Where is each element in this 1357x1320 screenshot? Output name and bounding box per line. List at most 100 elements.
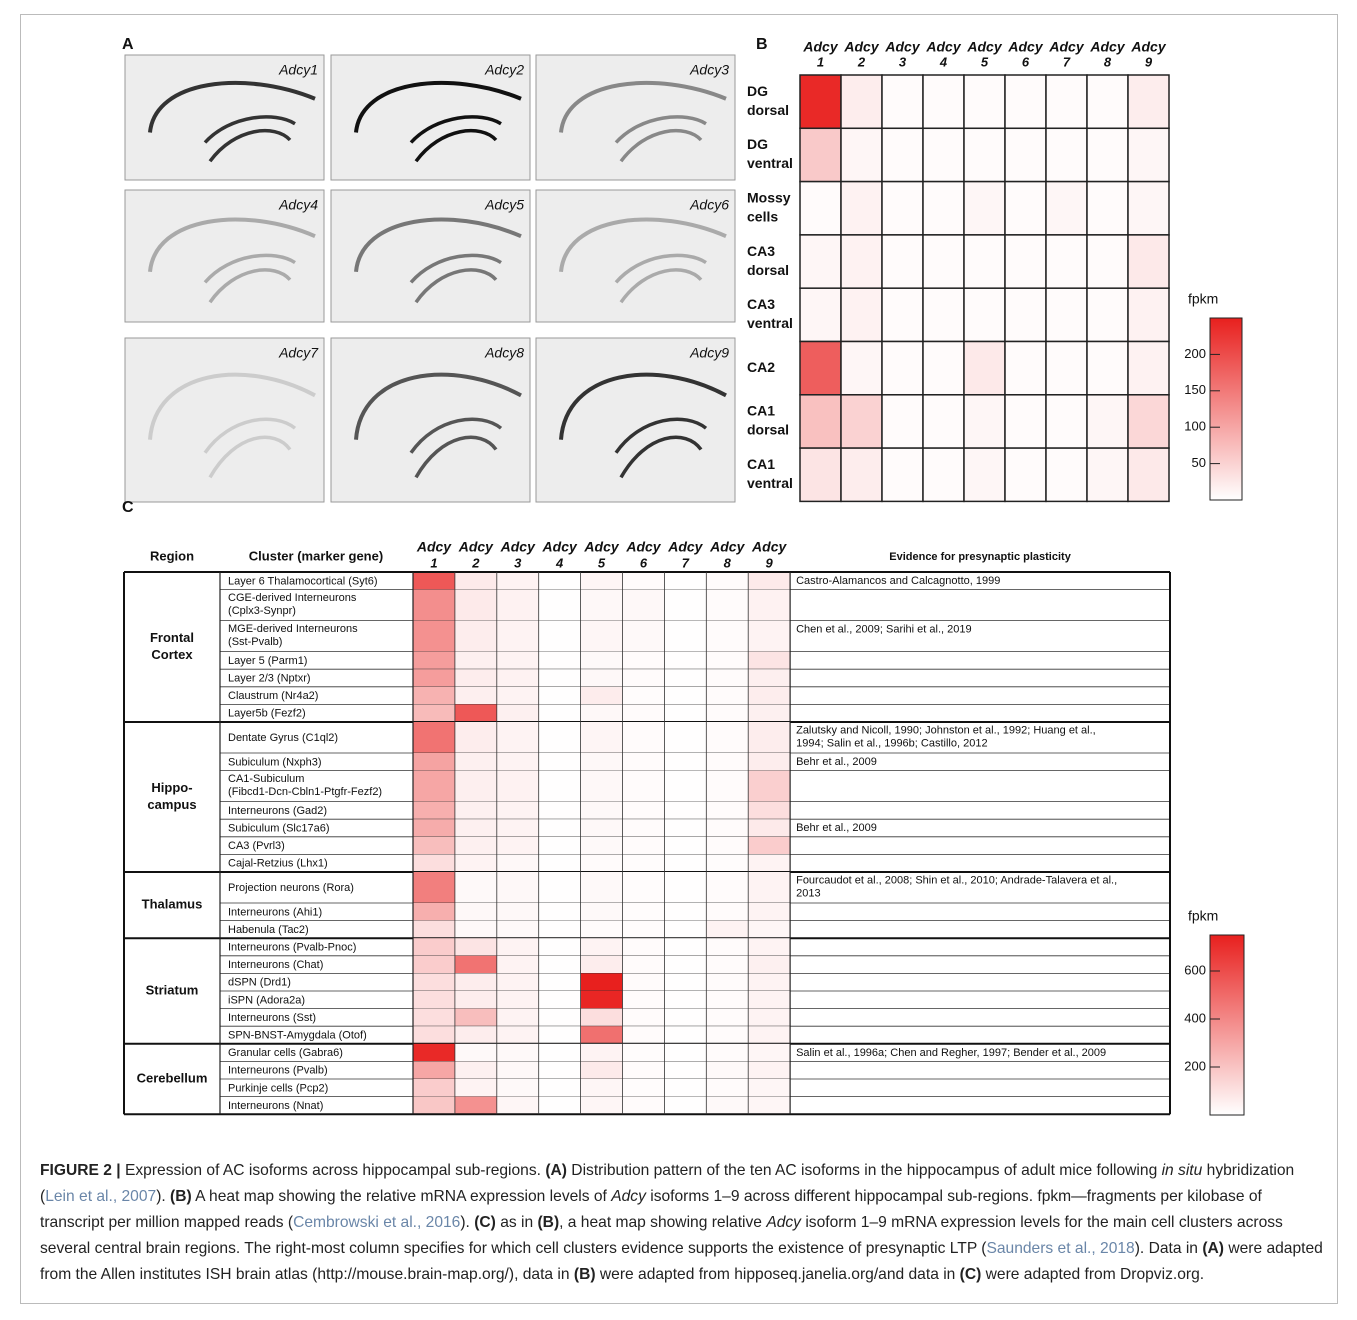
heatmap-cell [748,1079,791,1097]
heatmap-cell [799,74,842,130]
heatmap-cell [748,1096,791,1115]
heatmap-cell [706,903,749,921]
caption-text[interactable]: Cembrowski et al., 2016 [293,1214,461,1231]
heatmap-cell [1127,447,1170,503]
heatmap-cell [580,938,623,956]
colorbar-tick-label: 400 [1184,1010,1206,1025]
caption-text: , a heat map showing relative [559,1214,767,1231]
image-label: Adcy9 [689,345,729,361]
column-number: 9 [1145,54,1153,69]
heatmap-cell [664,669,707,687]
heatmap-cell [413,938,455,956]
caption-text: Distribution pattern of the ten AC isofo… [566,1162,1162,1179]
heatmap-cell [538,1008,581,1027]
cell-text: Layer 6 Thalamocortical (Syt6) [228,575,378,587]
heatmap-cell [748,819,791,837]
heatmap-cell [748,920,791,939]
heatmap-cell [496,955,539,974]
heatmap-cell [664,1079,707,1097]
heatmap-cell [748,973,791,991]
caption-text: isoforms 1–9 across different hippocampa… [40,1188,1262,1231]
heatmap-cell [963,74,1006,130]
cell-text: Habenula (Tac2) [228,924,309,936]
heatmap-cell [922,127,965,183]
cell-text: CA3 (Pvrl3) [228,840,285,852]
caption-text: as in [495,1214,538,1231]
heatmap-cell [664,589,707,621]
column-number: 8 [1104,54,1112,69]
heatmap-cell [748,801,791,820]
caption-text: (B) [170,1188,192,1205]
dentate-gyrus [203,115,296,163]
hippocampus-outline [148,372,316,440]
heatmap-cell [664,801,707,820]
heatmap-cell [664,686,707,705]
heatmap-cell [580,801,623,820]
heatmap-cell [496,973,539,991]
heatmap-cell [538,1096,581,1115]
heatmap-cell [413,753,455,771]
cell-text: Projection neurons (Rora) [228,882,354,894]
column-label: Adcy [884,39,920,55]
heatmap-cell [1004,180,1047,236]
heatmap-cell [840,234,883,289]
heatmap-cell [454,651,497,670]
column-label: Adcy [542,539,578,555]
heatmap-cell [706,589,749,621]
region-label: Thalamus [142,897,203,912]
heatmap-cell [922,394,965,449]
heatmap-cell [799,447,842,503]
heatmap-cell [622,589,665,621]
column-number: 9 [766,555,774,570]
heatmap-cell [881,340,924,396]
heatmap-cell [496,938,539,956]
heatmap-cell [922,340,965,396]
heatmap-cell [881,447,924,503]
heatmap-cell [622,854,665,872]
heatmap-cell [496,620,539,652]
heatmap-cell [538,651,581,670]
caption-text: isoform 1–9 mRNA expression levels for t… [40,1214,1283,1257]
column-label: Adcy [1048,39,1084,55]
heatmap-cell [496,669,539,687]
heatmap-cell [622,753,665,771]
heatmap-cell [580,704,623,722]
heatmap-cell [538,1043,581,1062]
heatmap-cell [413,836,455,855]
colorbar [1209,934,1245,1116]
heatmap-cell [664,991,707,1009]
heatmap-cell [1004,234,1047,289]
column-label: Adcy [1130,39,1166,55]
cell-text: Fourcaudot et al., 2008; Shin et al., 20… [793,874,1117,899]
heatmap-cell [622,572,665,590]
heatmap-cell [622,669,665,687]
region-label: campus [147,797,196,812]
heatmap-cell [496,686,539,705]
heatmap-cell [664,854,707,872]
heatmap-cell [454,1008,497,1027]
cell-text: Claustrum (Nr4a2) [228,690,318,702]
caption-text: ). Data in [1134,1240,1203,1257]
caption-text: were adapted from hipposeq.janelia.org/a… [595,1266,960,1283]
caption-text[interactable]: Saunders et al., 2018 [986,1240,1135,1257]
heatmap-cell [622,955,665,974]
heatmap-cell [496,801,539,820]
heatmap-cell [706,854,749,872]
heatmap-cell [706,991,749,1009]
heatmap-cell [963,287,1006,343]
heatmap-cell [840,287,883,343]
dentate-gyrus [614,115,707,163]
heatmap-cell [454,1061,497,1079]
heatmap-cell [664,872,707,903]
heatmap-cell [622,973,665,991]
heatmap-cell [580,651,623,670]
heatmap-cell [538,770,581,802]
column-number: 2 [857,54,866,69]
heatmap-cell [664,651,707,670]
heatmap-cell [454,872,497,903]
heatmap-cell [496,704,539,722]
row-label: ventral [747,315,793,331]
column-number: 7 [682,555,690,570]
heatmap-cell [622,836,665,855]
caption-text[interactable]: Lein et al., 2007 [45,1188,157,1205]
